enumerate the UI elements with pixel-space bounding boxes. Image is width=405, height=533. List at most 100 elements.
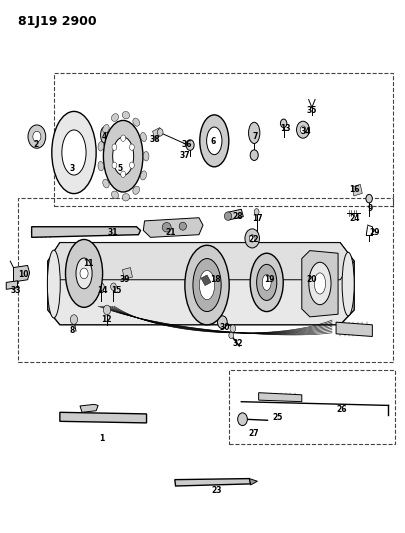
Polygon shape	[258, 393, 301, 402]
Ellipse shape	[313, 273, 325, 294]
Ellipse shape	[52, 111, 96, 193]
Text: 9: 9	[367, 204, 372, 213]
Text: 34: 34	[300, 127, 310, 136]
Text: 81J19 2900: 81J19 2900	[17, 14, 96, 28]
Text: 14: 14	[97, 286, 107, 295]
Circle shape	[103, 305, 111, 315]
Polygon shape	[174, 479, 250, 486]
Circle shape	[185, 140, 194, 150]
Text: 12: 12	[101, 315, 111, 324]
Text: 39: 39	[119, 275, 129, 284]
Text: 38: 38	[149, 135, 160, 144]
Ellipse shape	[140, 132, 146, 142]
Text: 24: 24	[348, 214, 358, 223]
Ellipse shape	[111, 191, 118, 199]
Ellipse shape	[98, 142, 103, 151]
Circle shape	[129, 144, 134, 150]
Ellipse shape	[102, 124, 109, 133]
Text: 33: 33	[10, 286, 21, 295]
Ellipse shape	[47, 250, 60, 318]
Polygon shape	[335, 322, 371, 336]
Circle shape	[129, 162, 134, 168]
Circle shape	[280, 119, 286, 127]
Text: 29: 29	[368, 228, 379, 237]
Circle shape	[111, 283, 116, 290]
Polygon shape	[80, 405, 98, 413]
Text: 21: 21	[165, 228, 175, 237]
Text: 16: 16	[348, 185, 358, 194]
Circle shape	[237, 413, 247, 425]
Ellipse shape	[102, 179, 109, 188]
Circle shape	[230, 325, 235, 332]
Circle shape	[157, 128, 163, 136]
Circle shape	[33, 131, 41, 142]
Ellipse shape	[132, 118, 139, 126]
Circle shape	[299, 126, 305, 133]
Text: 11: 11	[83, 260, 93, 268]
Text: 3: 3	[69, 164, 75, 173]
Ellipse shape	[98, 161, 103, 171]
Text: 27: 27	[247, 429, 258, 438]
Text: 26: 26	[336, 405, 347, 414]
Text: 1: 1	[99, 434, 104, 443]
Ellipse shape	[100, 127, 108, 143]
Text: 35: 35	[306, 106, 316, 115]
Polygon shape	[200, 275, 211, 286]
Ellipse shape	[262, 274, 271, 290]
Polygon shape	[48, 243, 353, 325]
Polygon shape	[351, 184, 361, 196]
Text: 13: 13	[280, 124, 290, 133]
Text: 10: 10	[18, 270, 29, 279]
Circle shape	[112, 162, 117, 168]
Polygon shape	[60, 413, 146, 423]
Ellipse shape	[140, 171, 146, 180]
Polygon shape	[6, 281, 17, 289]
Text: 28: 28	[231, 212, 242, 221]
Ellipse shape	[103, 120, 143, 192]
Ellipse shape	[206, 127, 222, 155]
Circle shape	[249, 235, 254, 242]
Ellipse shape	[143, 151, 149, 161]
Polygon shape	[249, 479, 257, 485]
Ellipse shape	[248, 122, 259, 143]
Text: 7: 7	[252, 132, 258, 141]
Ellipse shape	[132, 186, 139, 195]
Circle shape	[296, 121, 309, 138]
Text: 30: 30	[220, 323, 230, 332]
Ellipse shape	[122, 111, 129, 119]
Text: 5: 5	[117, 164, 123, 173]
Ellipse shape	[249, 253, 283, 312]
Circle shape	[80, 268, 88, 279]
Polygon shape	[301, 251, 337, 317]
Polygon shape	[152, 127, 162, 139]
Circle shape	[28, 125, 46, 148]
Polygon shape	[13, 265, 30, 282]
Circle shape	[120, 171, 125, 177]
Text: 18: 18	[209, 275, 220, 284]
Circle shape	[217, 316, 227, 328]
Polygon shape	[32, 227, 140, 237]
Ellipse shape	[65, 239, 102, 308]
Ellipse shape	[62, 130, 86, 175]
Polygon shape	[227, 209, 243, 220]
Text: 17: 17	[252, 214, 262, 223]
Text: 6: 6	[210, 138, 215, 147]
Circle shape	[228, 332, 233, 338]
Text: 22: 22	[247, 236, 258, 245]
Text: 2: 2	[33, 140, 38, 149]
Polygon shape	[143, 217, 202, 237]
Text: 23: 23	[211, 486, 222, 495]
Ellipse shape	[256, 264, 276, 301]
Text: 8: 8	[69, 326, 75, 335]
Text: 25: 25	[272, 413, 282, 422]
Text: 4: 4	[101, 132, 107, 141]
Ellipse shape	[179, 222, 186, 230]
Text: 31: 31	[107, 228, 117, 237]
Ellipse shape	[184, 245, 229, 325]
Circle shape	[254, 209, 258, 215]
Circle shape	[112, 144, 117, 150]
Circle shape	[70, 315, 77, 324]
Ellipse shape	[199, 270, 214, 300]
Ellipse shape	[341, 252, 353, 316]
Text: 37: 37	[179, 151, 190, 160]
